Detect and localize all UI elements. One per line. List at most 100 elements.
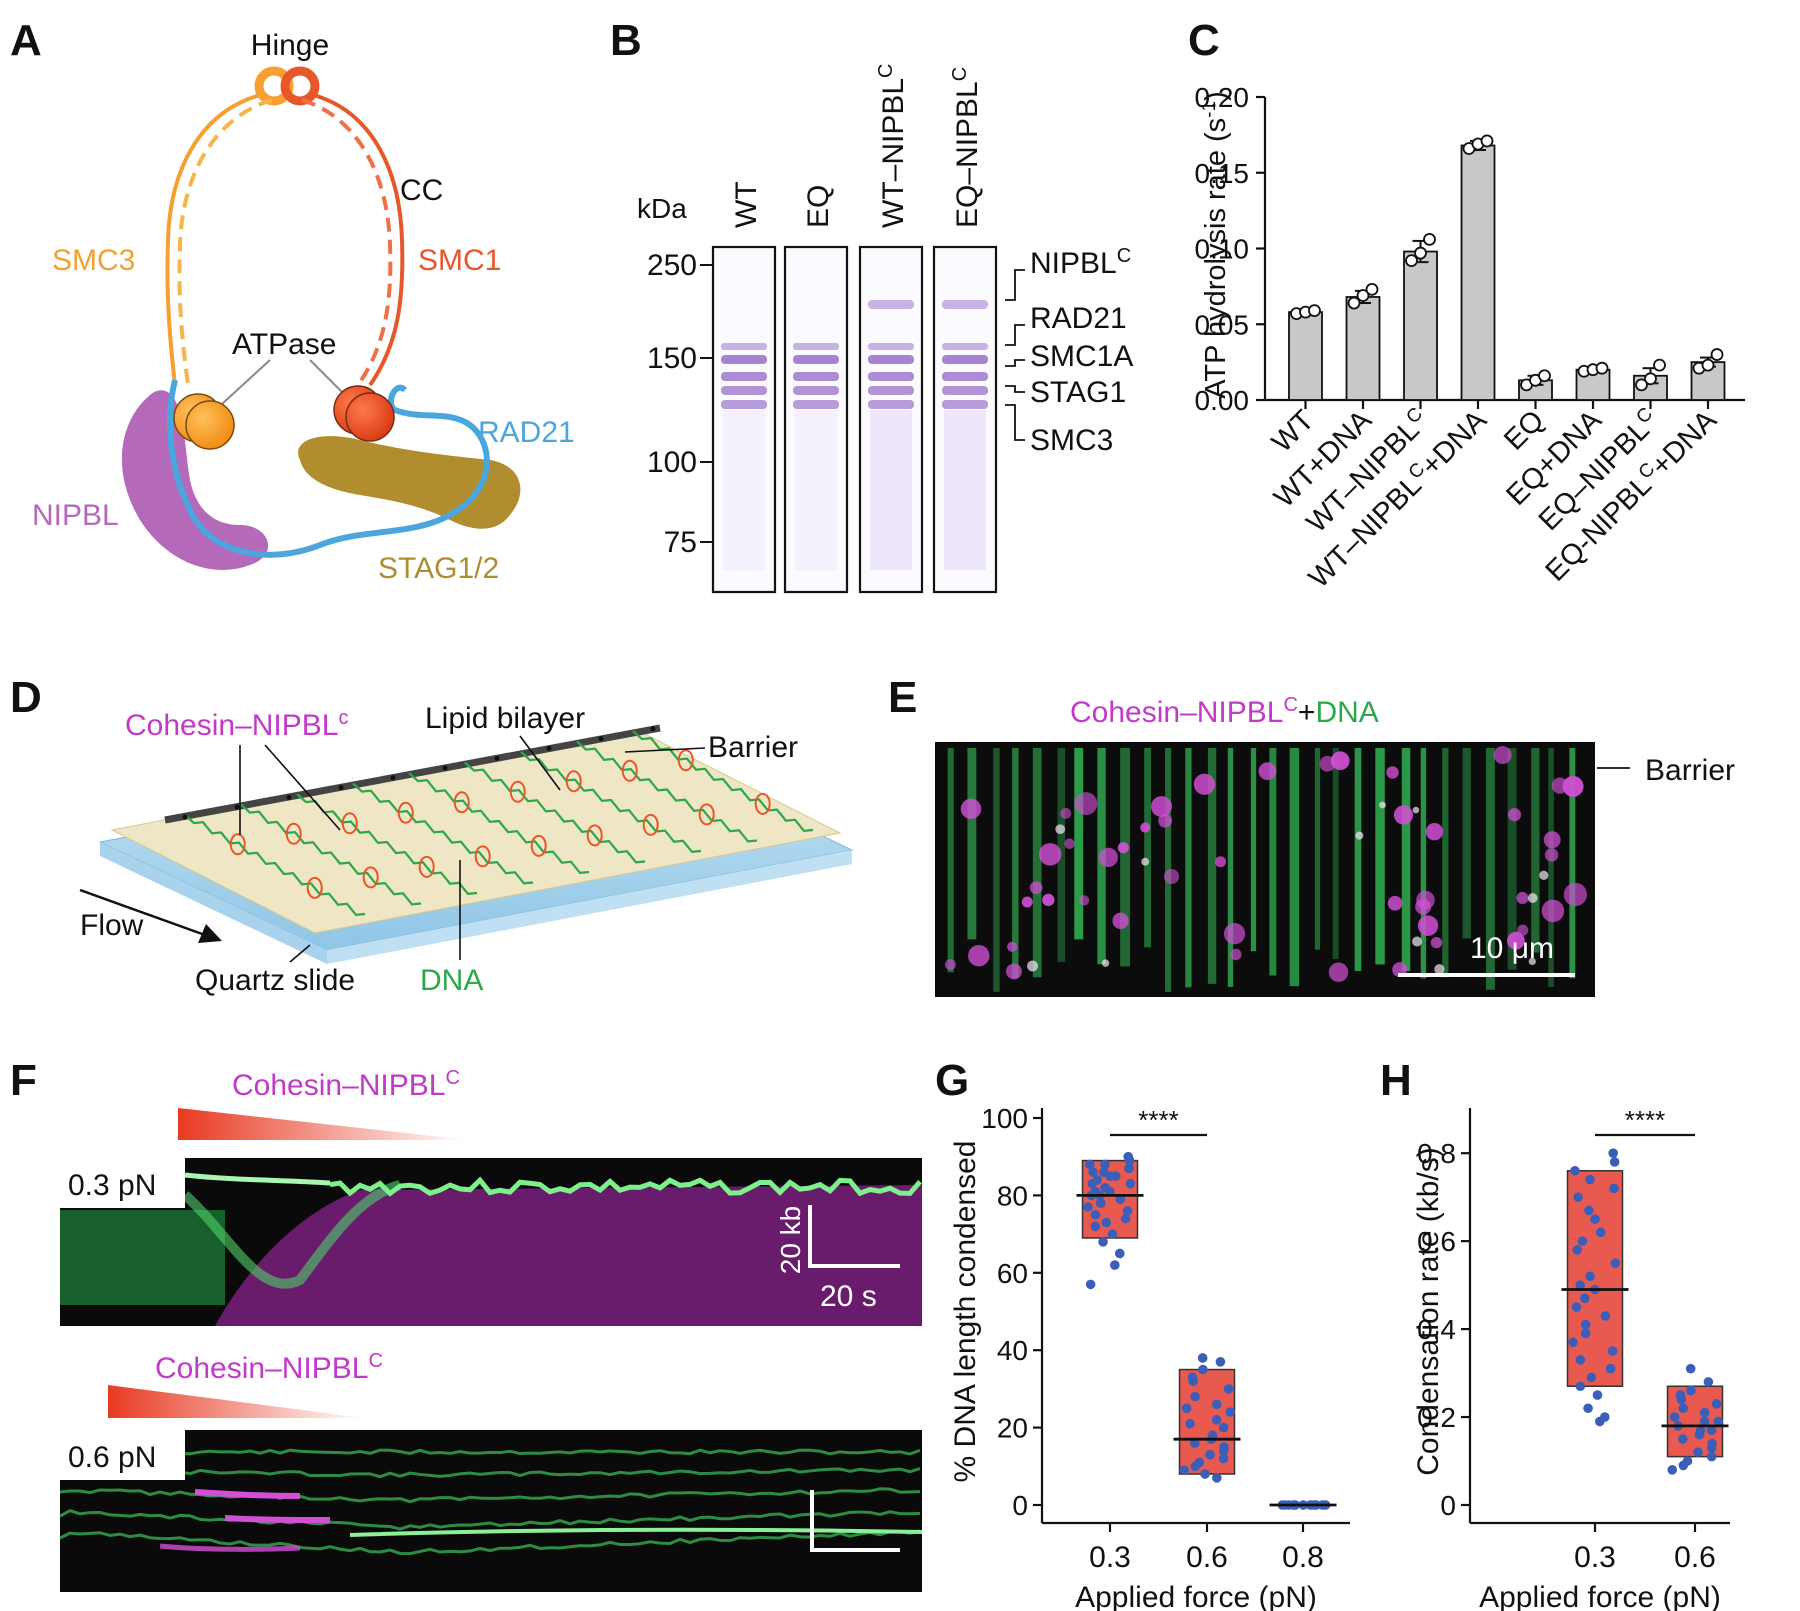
panel-c-label: C [1188, 16, 1220, 65]
data-point [1706, 1443, 1717, 1453]
panel-b: B kDa WT EQ WT–NIPBLC EQ–NIPBLC 250 150 100 75… [610, 16, 1133, 594]
atpase-label: ATPase [232, 328, 337, 361]
cohesin-ring [306, 876, 323, 899]
cohesin-spot [1425, 823, 1444, 841]
data-point [1197, 1353, 1208, 1363]
gel-lanes: WT EQ WT–NIPBLC EQ–NIPBLC [711, 64, 998, 594]
y-tick-label: 20 [997, 1413, 1028, 1444]
dna-filament [1250, 748, 1257, 952]
gel-band-label-4: STAG1 [1030, 376, 1126, 409]
data-point [1575, 1381, 1586, 1392]
y-tick-label: 0.05 [1195, 309, 1250, 340]
cohesin-spot [1562, 775, 1584, 797]
cohesin-track-1 [194, 1489, 301, 1499]
data-point [1085, 1279, 1096, 1290]
gel-band-label-5: SMC3 [1030, 424, 1113, 457]
barrier-label: Barrier [708, 731, 798, 764]
data-point [1124, 1163, 1134, 1174]
gel-band-nipbl [868, 300, 914, 309]
dna-filament [1442, 748, 1449, 978]
colocalized-spot [1055, 824, 1066, 835]
y-tick-label: 0.00 [1195, 385, 1250, 416]
cohesin-spot [1551, 777, 1568, 794]
cohesin-ring [362, 866, 379, 889]
data-point [1223, 1384, 1234, 1394]
data-point [1699, 1407, 1710, 1418]
kymo-top-title: Cohesin–NIPBLC [232, 1067, 460, 1102]
panel-d: D Cohesin–NIPBLc Lipid bilayer Barrier F… [10, 673, 854, 997]
barrier-anchor [182, 814, 188, 820]
gel-band-nipbl [942, 300, 988, 309]
dna-track [59, 1467, 921, 1479]
x-tick-label: 0.6 [1186, 1541, 1228, 1574]
y-axis-label: ATP hydrolysis rate (s-1) [1199, 91, 1233, 399]
data-point [1694, 1429, 1705, 1440]
flow-label: Flow [80, 909, 144, 942]
bar-4 [1460, 144, 1496, 401]
microscopy-content [944, 746, 1587, 992]
gel-band [942, 400, 988, 409]
data-point [1713, 1416, 1724, 1427]
cohesin-spot [960, 798, 982, 820]
data-point [1577, 1236, 1588, 1246]
cohesin-spot [1007, 941, 1018, 952]
dna-label: DNA [420, 964, 483, 997]
data-point [1669, 1412, 1680, 1422]
cohesin-spot [1064, 838, 1075, 849]
data-point [1583, 1403, 1593, 1414]
data-point [1218, 1446, 1229, 1456]
gel-markers: 250 150 100 75 [647, 249, 712, 559]
data-point [1575, 1355, 1586, 1365]
gel-band [793, 400, 839, 409]
cohesin-ring [453, 791, 470, 814]
y-tick-label: 0.15 [1195, 158, 1250, 189]
gel-lane-label-3: WT–NIPBLC [875, 64, 910, 228]
gel-band [942, 372, 988, 381]
panel-h-label: H [1380, 1056, 1412, 1105]
data-point [1609, 1183, 1619, 1194]
kymo-scale-bar-bottom [810, 1490, 900, 1552]
microscopy-image [935, 742, 1595, 997]
gel-smear [870, 410, 912, 570]
dna-filament [1569, 748, 1576, 979]
gel-lane-label-4: EQ–NIPBLC [949, 67, 984, 228]
data-point [1087, 1178, 1098, 1189]
replicate-point [1653, 358, 1666, 372]
barrier-anchor [546, 745, 552, 751]
data-point [1605, 1363, 1616, 1374]
data-point [1678, 1403, 1688, 1414]
kymograph-bottom-content [59, 1448, 923, 1556]
panel-a-label: A [10, 16, 42, 65]
cohesin-spot [1493, 746, 1512, 764]
injection-wedge-bottom [108, 1385, 365, 1418]
smc1-label: SMC1 [418, 244, 501, 277]
data-point [1188, 1376, 1199, 1386]
smc1-atpase-head [333, 385, 395, 442]
rad21-shape [167, 379, 490, 558]
cohesin-ring [677, 749, 694, 772]
gel-band-connector [1005, 385, 1025, 393]
dna-signal-before [60, 1210, 225, 1305]
barrier-anchor [494, 755, 500, 761]
x-tick-label: 0.6 [1674, 1541, 1716, 1574]
data-point [1699, 1416, 1710, 1427]
cohesin-spot [1417, 915, 1439, 936]
dna-filament [1507, 748, 1517, 970]
data-point [1667, 1465, 1678, 1475]
gel-band [793, 343, 839, 350]
gel-band [721, 400, 767, 409]
dna-top-edge [184, 1172, 331, 1186]
cohesin-spot [1563, 882, 1587, 907]
x-axis-label: Applied force (pN) [1075, 1581, 1317, 1611]
colocalized-spot [1539, 870, 1549, 880]
cohesin-spot [1042, 893, 1055, 907]
panel-g-label: G [935, 1056, 969, 1105]
dna-filament [1485, 748, 1495, 990]
cohesin-spot [1230, 948, 1242, 961]
colocalized-spot [1101, 959, 1110, 967]
y-tick-label: 60 [997, 1258, 1028, 1289]
gel-band [868, 400, 914, 409]
panel-a: A Hinge CC SMC3 SMC1 ATPase [10, 16, 575, 585]
